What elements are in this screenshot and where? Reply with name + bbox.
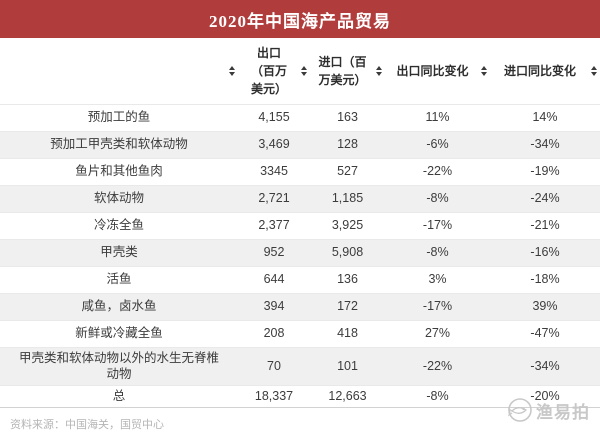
row-label: 预加工甲壳类和软体动物 (0, 131, 238, 159)
cell-export-change: 11% (385, 104, 490, 132)
cell-export: 2,721 (238, 185, 310, 213)
cell-import-change: -19% (490, 158, 600, 186)
cell-import-change: -24% (490, 185, 600, 213)
cell-import: 12,663 (310, 385, 385, 409)
cell-import: 101 (310, 347, 385, 387)
row-label: 软体动物 (0, 185, 238, 213)
row-label: 新鲜或冷藏全鱼 (0, 320, 238, 348)
cell-export: 70 (238, 347, 310, 387)
trade-table: 出口（百万美元） 进口（百万美元） 出口同比变化 进口同比变化 预加工的鱼 4,1… (0, 38, 600, 409)
row-label: 咸鱼，卤水鱼 (0, 293, 238, 321)
cell-import: 136 (310, 266, 385, 294)
cell-export-change: -8% (385, 385, 490, 409)
cell-import-change: -34% (490, 131, 600, 159)
column-header-export-change-label: 出口同比变化 (396, 63, 469, 78)
column-header-export-label: 出口（百万美元） (250, 45, 287, 96)
table-row: 活鱼 644 136 3% -18% (0, 266, 600, 294)
cell-import-change: -18% (490, 266, 600, 294)
column-header-category[interactable] (0, 38, 238, 105)
cell-export: 644 (238, 266, 310, 294)
sort-icon[interactable] (376, 65, 382, 76)
cell-export: 4,155 (238, 104, 310, 132)
table-row: 预加工的鱼 4,155 163 11% 14% (0, 104, 600, 132)
column-header-export[interactable]: 出口（百万美元） (238, 38, 310, 105)
row-label: 冷冻全鱼 (0, 212, 238, 240)
cell-import: 163 (310, 104, 385, 132)
table-row: 甲壳类 952 5,908 -8% -16% (0, 239, 600, 267)
cell-export: 18,337 (238, 385, 310, 409)
table-row: 新鲜或冷藏全鱼 208 418 27% -47% (0, 320, 600, 348)
sort-icon[interactable] (301, 65, 307, 76)
table-row: 甲壳类和软体动物以外的水生无脊椎动物 70 101 -22% -34% (0, 347, 600, 387)
cell-export: 394 (238, 293, 310, 321)
sort-icon[interactable] (481, 65, 487, 76)
table-row: 咸鱼，卤水鱼 394 172 -17% 39% (0, 293, 600, 321)
cell-export-change: -8% (385, 185, 490, 213)
cell-import-change: -20% (490, 385, 600, 409)
table-row: 预加工甲壳类和软体动物 3,469 128 -6% -34% (0, 131, 600, 159)
column-header-import-change[interactable]: 进口同比变化 (490, 38, 600, 105)
cell-export-change: -22% (385, 347, 490, 387)
cell-import: 172 (310, 293, 385, 321)
cell-import-change: 14% (490, 104, 600, 132)
cell-export-change: 3% (385, 266, 490, 294)
row-label: 预加工的鱼 (0, 104, 238, 132)
cell-import-change: 39% (490, 293, 600, 321)
cell-export-change: -17% (385, 212, 490, 240)
row-label: 甲壳类 (0, 239, 238, 267)
cell-export: 3345 (238, 158, 310, 186)
title-bar: 2020年中国海产品贸易 (0, 0, 600, 38)
row-label: 活鱼 (0, 266, 238, 294)
cell-export-change: -17% (385, 293, 490, 321)
table-header-row: 出口（百万美元） 进口（百万美元） 出口同比变化 进口同比变化 (0, 38, 600, 105)
sort-icon[interactable] (591, 65, 597, 76)
cell-import: 3,925 (310, 212, 385, 240)
cell-import: 128 (310, 131, 385, 159)
sort-icon[interactable] (229, 65, 235, 76)
cell-import-change: -16% (490, 239, 600, 267)
cell-import: 418 (310, 320, 385, 348)
cell-export: 2,377 (238, 212, 310, 240)
row-label: 鱼片和其他鱼肉 (0, 158, 238, 186)
cell-export-change: -8% (385, 239, 490, 267)
column-header-import-label: 进口（百万美元） (318, 54, 367, 87)
column-header-export-change[interactable]: 出口同比变化 (385, 38, 490, 105)
page-title: 2020年中国海产品贸易 (209, 11, 391, 31)
table-row-total: 总 18,337 12,663 -8% -20% (0, 385, 600, 409)
cell-import-change: -47% (490, 320, 600, 348)
table-row: 软体动物 2,721 1,185 -8% -24% (0, 185, 600, 213)
cell-export-change: -6% (385, 131, 490, 159)
cell-import: 527 (310, 158, 385, 186)
cell-export-change: -22% (385, 158, 490, 186)
row-label: 总 (0, 385, 238, 409)
cell-export: 208 (238, 320, 310, 348)
column-header-import-change-label: 进口同比变化 (503, 63, 576, 78)
cell-import: 1,185 (310, 185, 385, 213)
column-header-import[interactable]: 进口（百万美元） (310, 38, 385, 105)
table-row: 冷冻全鱼 2,377 3,925 -17% -21% (0, 212, 600, 240)
cell-export-change: 27% (385, 320, 490, 348)
row-label: 甲壳类和软体动物以外的水生无脊椎动物 (0, 347, 238, 387)
cell-export: 952 (238, 239, 310, 267)
table-row: 鱼片和其他鱼肉 3345 527 -22% -19% (0, 158, 600, 186)
table-body: 预加工的鱼 4,155 163 11% 14% 预加工甲壳类和软体动物 3,469 128 -6… (0, 104, 600, 409)
cell-import-change: -21% (490, 212, 600, 240)
source-text: 资料来源：中国海关，国贸中心 (10, 419, 164, 432)
cell-export: 3,469 (238, 131, 310, 159)
table-header: 出口（百万美元） 进口（百万美元） 出口同比变化 进口同比变化 (0, 38, 600, 105)
cell-import: 5,908 (310, 239, 385, 267)
cell-import-change: -34% (490, 347, 600, 387)
